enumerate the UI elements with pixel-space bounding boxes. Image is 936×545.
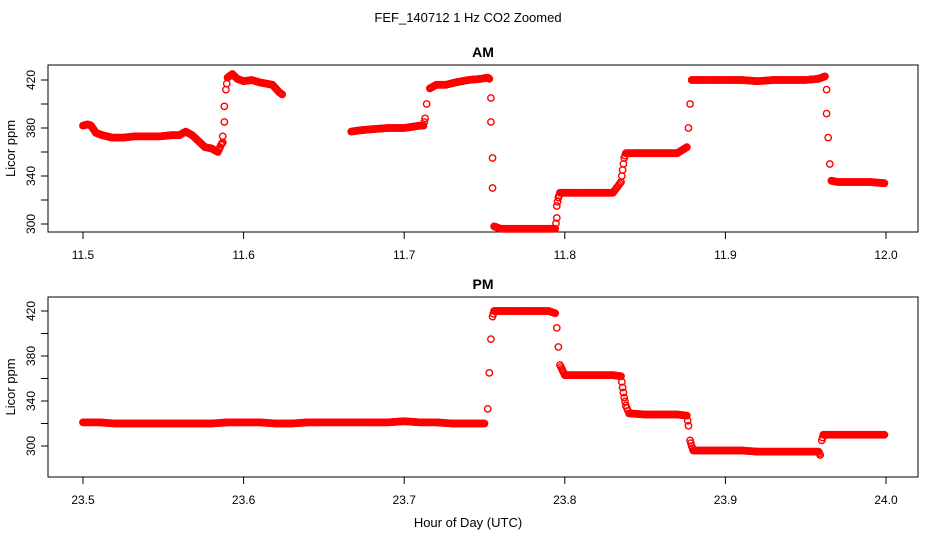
x-tick-label: 11.8 <box>554 248 577 262</box>
data-point <box>683 416 692 425</box>
x-axis-label: Hour of Day (UTC) <box>414 515 522 530</box>
data-point <box>278 90 287 99</box>
data-series <box>79 70 889 233</box>
data-point <box>487 118 495 126</box>
data-point <box>552 323 561 332</box>
data-point <box>554 343 563 351</box>
data-point <box>480 419 489 428</box>
data-point <box>551 224 560 233</box>
y-tick-label: 340 <box>24 391 38 411</box>
data-point <box>684 124 693 132</box>
x-tick-label: 11.9 <box>714 248 737 262</box>
data-point <box>620 393 629 402</box>
y-tick-label: 420 <box>24 301 38 321</box>
data-point <box>552 202 561 210</box>
data-point <box>682 411 691 420</box>
data-point <box>686 100 694 108</box>
data-point <box>485 74 494 83</box>
data-point <box>880 430 889 439</box>
data-point <box>487 335 495 344</box>
data-point <box>483 404 492 413</box>
data-point <box>419 121 428 130</box>
x-tick-label: 23.7 <box>393 493 417 507</box>
data-point <box>422 100 431 108</box>
data-point <box>880 179 889 188</box>
data-point <box>552 214 561 222</box>
x-tick-label: 23.8 <box>553 493 577 507</box>
x-tick-label: 11.5 <box>72 248 95 262</box>
y-tick-label: 380 <box>24 118 38 138</box>
data-point <box>551 309 560 318</box>
data-point <box>684 421 693 430</box>
x-tick-label: 23.6 <box>232 493 256 507</box>
data-point <box>682 143 691 152</box>
figure-title: FEF_140712 1 Hz CO2 Zoomed <box>374 10 561 25</box>
y-tick-label: 380 <box>24 346 38 366</box>
y-tick-label: 420 <box>24 70 38 90</box>
panel-title: AM <box>472 44 494 60</box>
data-point <box>552 219 560 228</box>
data-point <box>421 114 429 123</box>
x-tick-label: 24.0 <box>874 493 898 507</box>
panel-title: PM <box>473 276 494 292</box>
data-point <box>220 118 229 126</box>
data-point <box>822 85 831 94</box>
data-point <box>420 118 429 126</box>
plot-frame <box>47 64 919 233</box>
data-series <box>79 307 889 459</box>
data-point <box>618 383 627 392</box>
data-point <box>615 179 624 188</box>
x-tick-label: 23.9 <box>714 493 738 507</box>
y-axis-label: Licor ppm <box>3 358 18 415</box>
data-point <box>821 72 829 81</box>
data-point <box>488 184 497 192</box>
y-axis-label: Licor ppm <box>3 120 18 177</box>
x-tick-label: 11.7 <box>393 248 416 262</box>
y-tick-label: 300 <box>24 214 38 234</box>
x-tick-label: 23.5 <box>71 493 95 507</box>
data-point <box>825 160 834 168</box>
data-point <box>218 132 227 141</box>
y-tick-label: 300 <box>24 436 38 456</box>
x-tick-label: 12.0 <box>874 248 898 262</box>
y-tick-label: 340 <box>24 166 38 186</box>
data-point <box>485 368 494 377</box>
pm-panel: PM 23.5 23.6 23.7 23.8 23.9 24.0 300 340 380 420 Li… <box>3 276 919 507</box>
data-point <box>488 154 497 162</box>
am-panel: AM 11.5 11.6 11.7 11.8 11.9 12.0 300 340 380 420 Li… <box>3 44 919 262</box>
data-point <box>816 451 825 459</box>
data-point <box>824 133 833 142</box>
data-point <box>619 388 628 397</box>
data-point <box>487 94 495 102</box>
data-point <box>822 109 831 118</box>
x-tick-label: 11.6 <box>232 248 255 262</box>
data-point <box>220 102 229 111</box>
